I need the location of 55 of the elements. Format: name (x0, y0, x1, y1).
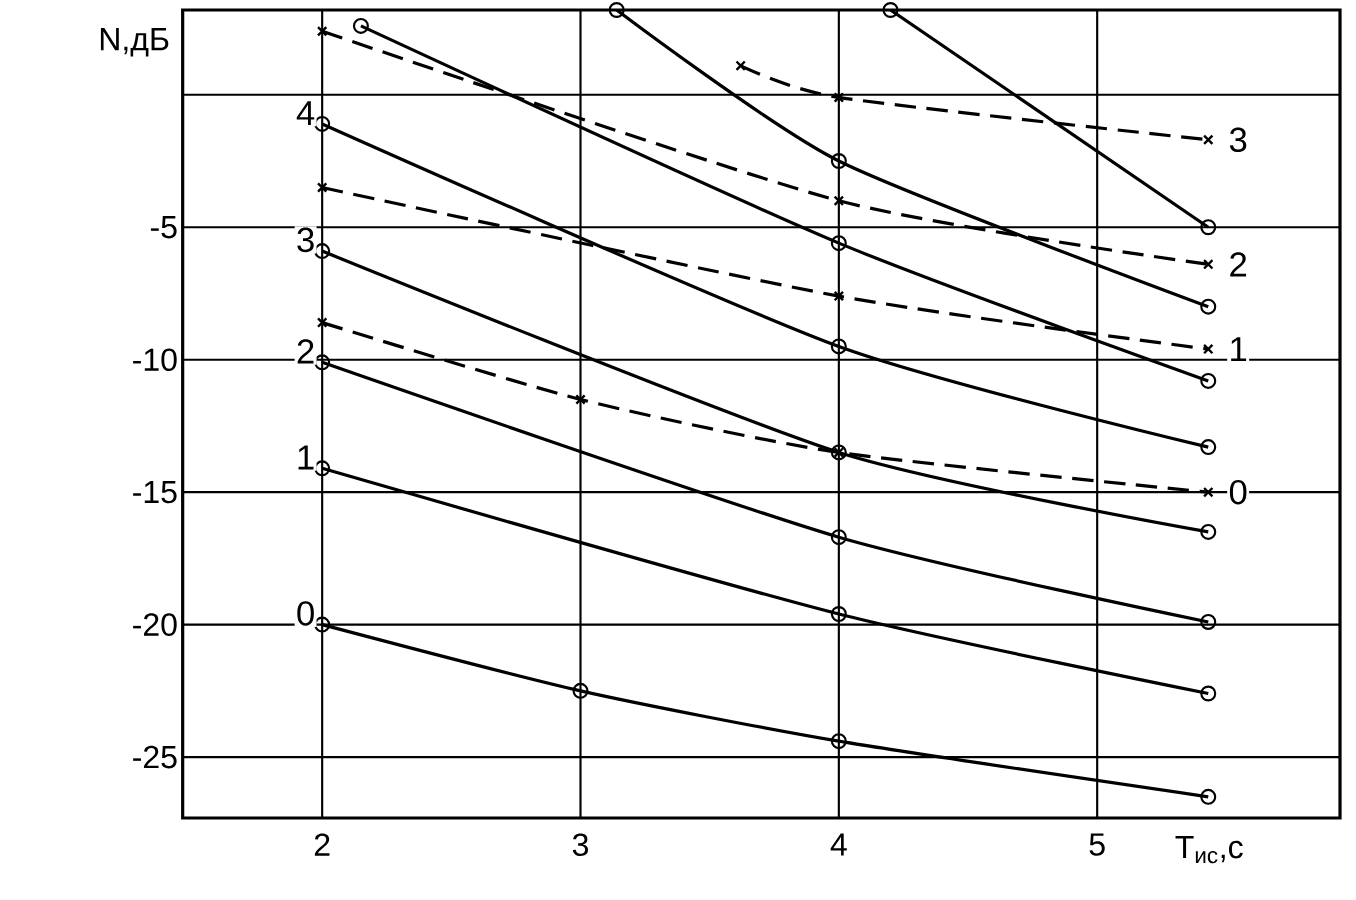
y-tick-label: -25 (133, 745, 177, 769)
point (830, 235, 847, 252)
x-tick-label: 4 (830, 833, 847, 856)
point (830, 529, 847, 546)
x-axis-title: T$_{ис}$,с (1175, 836, 1243, 864)
point (1200, 523, 1217, 540)
series-label: 4 (296, 101, 315, 125)
y-tick-label: -15 (133, 480, 177, 504)
point (1200, 788, 1217, 805)
series-label: 3 (1229, 127, 1247, 153)
point (882, 2, 899, 19)
y-tick-label: -10 (133, 348, 177, 372)
point (314, 243, 331, 260)
point (830, 733, 847, 750)
point (1200, 372, 1217, 389)
point (314, 115, 331, 132)
point (830, 153, 847, 170)
series-label: 2 (297, 339, 314, 364)
point (316, 25, 328, 37)
point (1200, 685, 1217, 702)
x-tick-label: 3 (572, 833, 588, 857)
point (1202, 486, 1214, 498)
point (830, 606, 847, 623)
point (833, 92, 845, 103)
point (1202, 343, 1214, 355)
series-label: 1 (1231, 337, 1247, 362)
series-label: 1 (298, 445, 314, 470)
y-tick-label: -20 (133, 613, 177, 636)
point (608, 2, 625, 19)
point (352, 17, 369, 34)
x-tick-label: 2 (314, 833, 330, 856)
y-axis-title: N,дБ (100, 28, 169, 57)
point (314, 616, 331, 633)
point (314, 354, 331, 371)
point (833, 290, 845, 302)
series-label: 0 (1229, 479, 1247, 505)
point (1200, 439, 1217, 456)
point (1200, 219, 1217, 236)
y-tick-label: -5 (150, 216, 177, 239)
point (314, 460, 331, 477)
series-label: 3 (297, 227, 314, 253)
point (316, 317, 328, 328)
point (572, 682, 589, 699)
point (1202, 258, 1214, 270)
point (316, 182, 328, 193)
point (1200, 613, 1217, 630)
point (830, 338, 847, 355)
point (735, 60, 747, 71)
series-label: 2 (1230, 252, 1247, 277)
point (1200, 298, 1217, 315)
point (833, 195, 845, 207)
point (1202, 134, 1214, 146)
x-tick-label: 5 (1089, 833, 1105, 856)
series-label: 0 (297, 601, 314, 626)
point (575, 394, 586, 405)
